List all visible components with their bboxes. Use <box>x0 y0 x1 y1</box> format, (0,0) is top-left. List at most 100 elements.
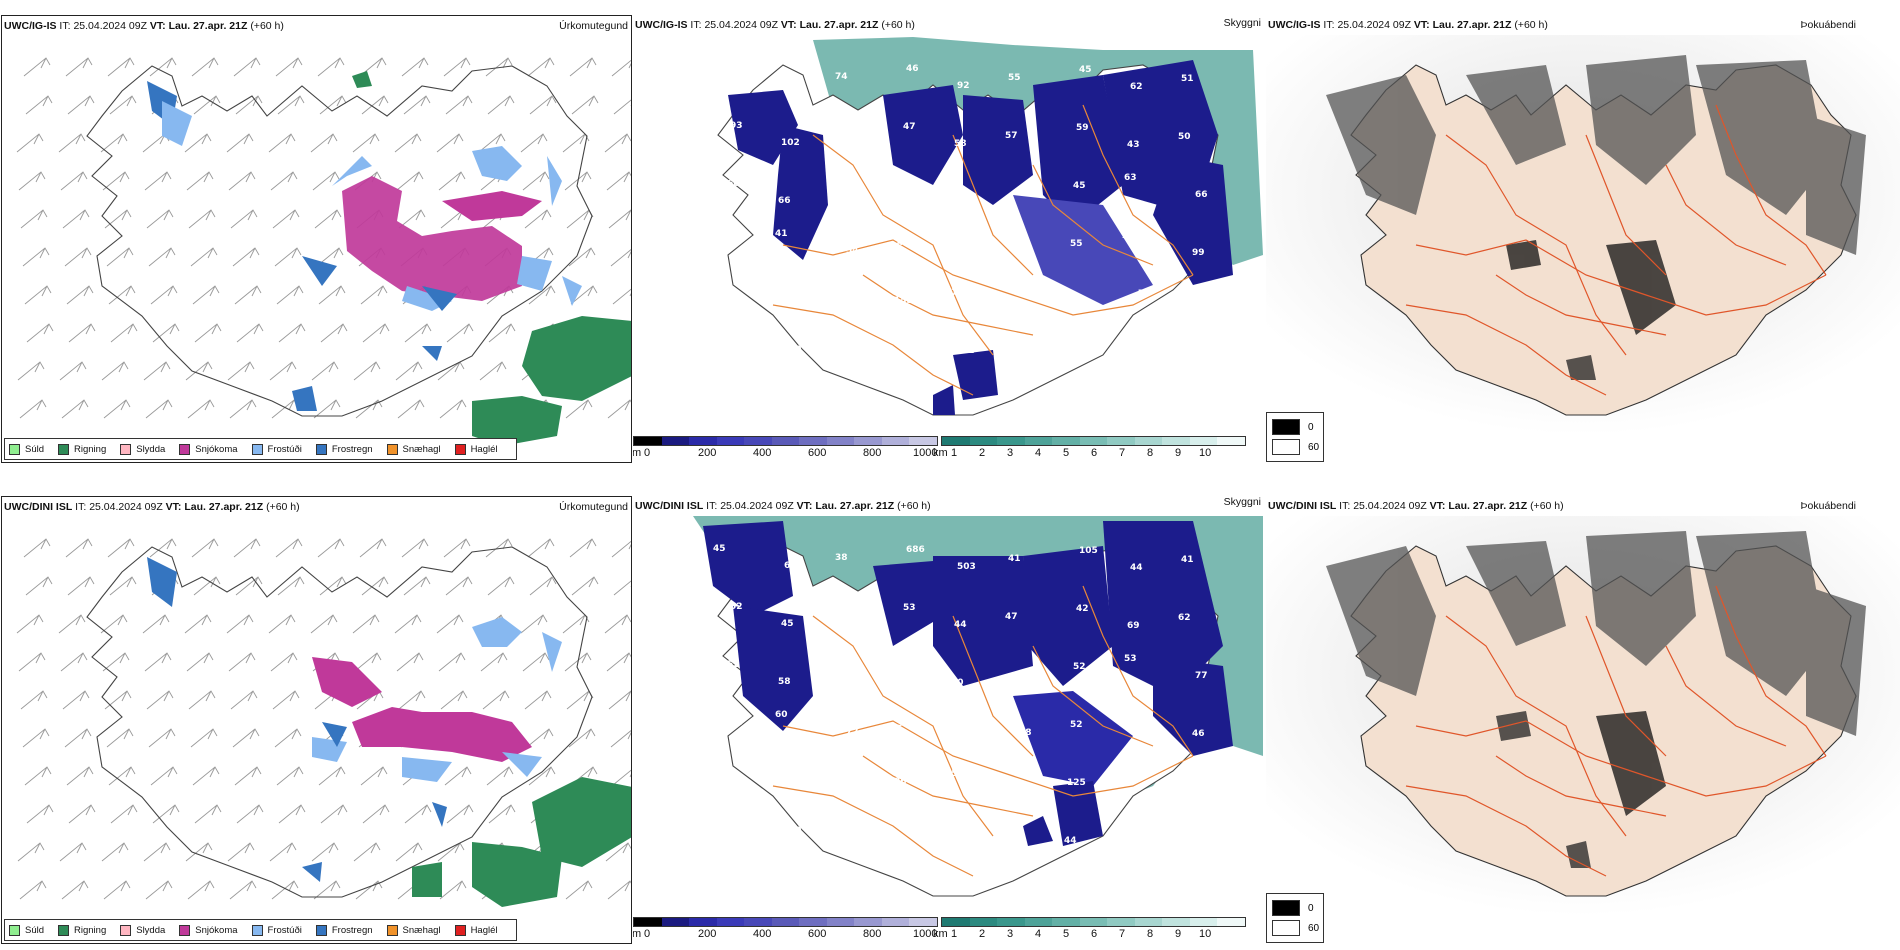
ceiling-label: 55 <box>1070 239 1083 249</box>
colorbar-tick: 2 <box>979 447 986 459</box>
colorbar-unit: m <box>633 928 642 940</box>
legend-swatch <box>9 443 20 455</box>
ceiling-label: 80 <box>832 611 845 621</box>
ceiling-label: 60 <box>789 826 802 836</box>
fog-areas <box>1326 55 1866 380</box>
ceiling-label: 52 <box>727 660 740 670</box>
colorbar-tick: 0 <box>644 447 651 459</box>
frost-drizzle-area <box>472 617 562 672</box>
panel-header: UWC/DINI ISL IT: 25.04.2024 09Z VT: Lau.… <box>1268 500 1564 512</box>
ceiling-label: 102 <box>781 138 800 148</box>
iceland-fog-map <box>1266 516 1900 916</box>
panel-title: Skyggni <box>1223 496 1261 508</box>
snow-area <box>442 191 542 221</box>
ceiling-label: 123 <box>948 711 967 721</box>
colorbar-unit: km <box>933 447 948 459</box>
ceiling-label: 66 <box>1195 190 1208 200</box>
ceiling-label: 47 <box>1005 612 1018 622</box>
ceiling-label: 45 <box>1013 819 1026 829</box>
ceiling-label: 63 <box>832 130 845 140</box>
ceiling-label: 99 <box>1192 248 1205 258</box>
panel-header: UWC/DINI ISL IT: 25.04.2024 09Z VT: Lau.… <box>4 501 300 513</box>
ceiling-label: 45 <box>1073 181 1086 191</box>
roads <box>772 585 1194 877</box>
ceiling-label: 48 <box>891 354 904 364</box>
ceiling-label: 74 <box>835 72 848 82</box>
ceiling-label: 62 <box>784 561 797 571</box>
colorbar-tick: 2 <box>979 928 986 940</box>
ceiling-label: 43 <box>1127 140 1140 150</box>
visibility-colorbar-strip <box>941 436 1246 446</box>
ceiling-label: 45 <box>781 619 794 629</box>
ceiling-label: 46 <box>1192 729 1205 739</box>
low-ceiling-areas <box>703 521 1233 846</box>
ceiling-label: 66 <box>718 834 731 844</box>
colorbar-tick: 600 <box>808 928 827 940</box>
ceiling-label: 85 <box>1138 770 1151 780</box>
ceiling-label: 44 <box>1130 563 1143 573</box>
panel-title: Skyggni <box>1223 17 1261 29</box>
iceland-fog-map <box>1266 35 1900 435</box>
legend-item: Frostúði <box>251 443 302 455</box>
colorbar-tick: 9 <box>1175 447 1182 459</box>
legend-item: Haglél <box>454 924 498 936</box>
legend-swatch <box>1272 419 1300 435</box>
ceiling-label: 82 <box>962 346 975 356</box>
precip-type-legend: Súld Rigning Slydda Snjókoma Frostúði Fr… <box>4 438 517 460</box>
fog-legend: 0 60 <box>1266 893 1324 943</box>
snow-area <box>312 657 382 707</box>
ceiling-label: 53 <box>1013 338 1026 348</box>
colorbar-tick: 4 <box>1035 928 1042 940</box>
ceiling-label: 52 <box>1073 662 1086 672</box>
panel-header: UWC/DINI ISL IT: 25.04.2024 09Z VT: Lau.… <box>635 500 931 512</box>
ceiling-label: 54 <box>897 719 910 729</box>
legend-label: 0 <box>1308 902 1314 914</box>
legend-item: Súld <box>9 443 44 455</box>
ceiling-label: 54 <box>846 246 859 256</box>
ceiling-label: 86 <box>894 777 907 787</box>
colorbar-tick: 400 <box>753 928 772 940</box>
iceland-visibility-map: 69 47 74 46 92 55 45 62 51 93 102 63 47 58 57 59 43 50 60 6… <box>713 37 1263 416</box>
ceiling-label: 198 <box>840 843 859 853</box>
legend-item: Snjókoma <box>179 924 238 936</box>
fog-areas <box>1326 531 1866 868</box>
ceiling-label: 46 <box>906 64 919 74</box>
ceiling-label: 125 <box>1067 778 1086 788</box>
ceiling-label: 87 <box>840 362 853 372</box>
panel-header: UWC/IG-IS IT: 25.04.2024 09Z VT: Lau. 27… <box>1268 19 1548 31</box>
legend-swatch <box>58 443 70 455</box>
legend-item: Rigning <box>58 443 106 455</box>
colorbar-tick: 9 <box>1175 928 1182 940</box>
colorbar-tick: 3 <box>1007 447 1014 459</box>
legend-swatch <box>315 443 327 455</box>
ceiling-label: 45 <box>897 238 910 248</box>
ceiling-label: 108 <box>724 718 743 728</box>
legend-swatch <box>386 924 398 936</box>
visibility-colorbar: km 1 2 3 4 5 6 7 8 9 10 <box>933 917 1246 941</box>
colorbar-tick: 6 <box>1091 447 1098 459</box>
ceiling-label: 97 <box>721 295 734 305</box>
colorbar-tick: 1 <box>951 447 958 459</box>
legend-swatch <box>1272 900 1300 916</box>
ceiling-label: 80 <box>789 345 802 355</box>
legend-item: Snæhagl <box>386 443 441 455</box>
fog-index-panel-igis: UWC/IG-IS IT: 25.04.2024 09Z VT: Lau. 27… <box>1266 15 1900 463</box>
ceiling-label: 78 <box>1138 289 1151 299</box>
ceiling-label: 52 <box>1070 720 1083 730</box>
ceiling-label: 62 <box>1178 613 1191 623</box>
ceiling-label: 77 <box>1195 671 1208 681</box>
ceiling-label: 57 <box>1022 189 1035 199</box>
colorbar-tick: 1000 <box>913 928 938 940</box>
colorbar-tick: 200 <box>698 447 717 459</box>
ceiling-label: 58 <box>951 197 964 207</box>
ceiling-label: 47 <box>784 80 797 90</box>
snow-area <box>352 707 532 762</box>
colorbar-tick: 8 <box>1147 447 1154 459</box>
ceiling-label: 170 <box>1064 355 1083 365</box>
ceiling-label: 92 <box>957 81 970 91</box>
legend-item: Frostregn <box>315 924 373 936</box>
ceiling-label: 53 <box>1124 654 1137 664</box>
colorbar-tick: 0 <box>644 928 651 940</box>
wind-barbs <box>16 538 631 900</box>
ceiling-label: 64 <box>772 768 785 778</box>
